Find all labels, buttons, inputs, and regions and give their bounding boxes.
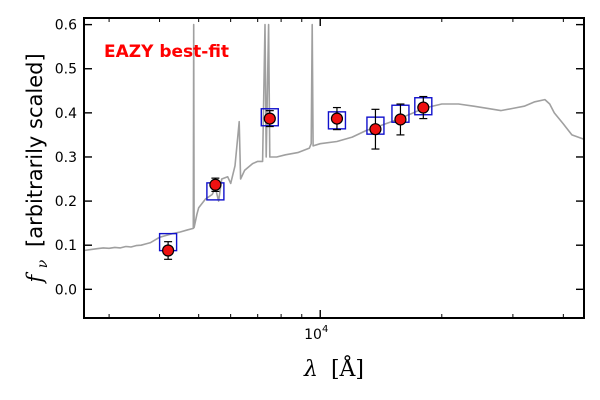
axes-layer: 0.0 0.1 0.2 0.3 0.4 0.5 0.6 104 bbox=[55, 17, 585, 343]
x-axis-label: λ [Å] bbox=[303, 354, 364, 382]
y-tick-label: 0.6 bbox=[55, 18, 77, 34]
chart-annotation: EAZY best-fit bbox=[104, 42, 229, 62]
data-point bbox=[369, 123, 382, 136]
data-point bbox=[162, 244, 175, 257]
model-spectrum-layer bbox=[83, 23, 585, 252]
data-point bbox=[394, 113, 407, 126]
x-axis-label-unit: [Å] bbox=[331, 354, 364, 382]
y-tick-label: 0.0 bbox=[55, 282, 77, 298]
x-tick-label: 104 bbox=[304, 324, 328, 343]
y-axis-label: f ν [arbitrarily scaled] bbox=[23, 53, 52, 284]
data-point bbox=[263, 112, 276, 125]
model-box-layer bbox=[158, 97, 433, 252]
y-axis-label-subscript: ν bbox=[35, 259, 51, 268]
data-point bbox=[209, 178, 222, 191]
model-spectrum-line bbox=[83, 23, 585, 252]
data-point bbox=[330, 112, 344, 125]
y-tick-label: 0.2 bbox=[55, 194, 77, 210]
data-point bbox=[417, 101, 430, 114]
y-tick-label: 0.3 bbox=[55, 150, 77, 166]
y-axis-label-text: [arbitrarily scaled] bbox=[23, 53, 47, 247]
y-axis-label-symbol: f bbox=[23, 272, 47, 285]
plot-frame bbox=[83, 17, 585, 319]
observed-point-layer bbox=[162, 95, 430, 260]
y-tick-label: 0.5 bbox=[55, 62, 77, 78]
y-tick-label: 0.4 bbox=[55, 106, 77, 122]
x-tick-label-exponent: 4 bbox=[322, 324, 328, 335]
y-tick-label: 0.1 bbox=[55, 238, 77, 254]
x-axis-label-symbol: λ bbox=[303, 357, 318, 382]
